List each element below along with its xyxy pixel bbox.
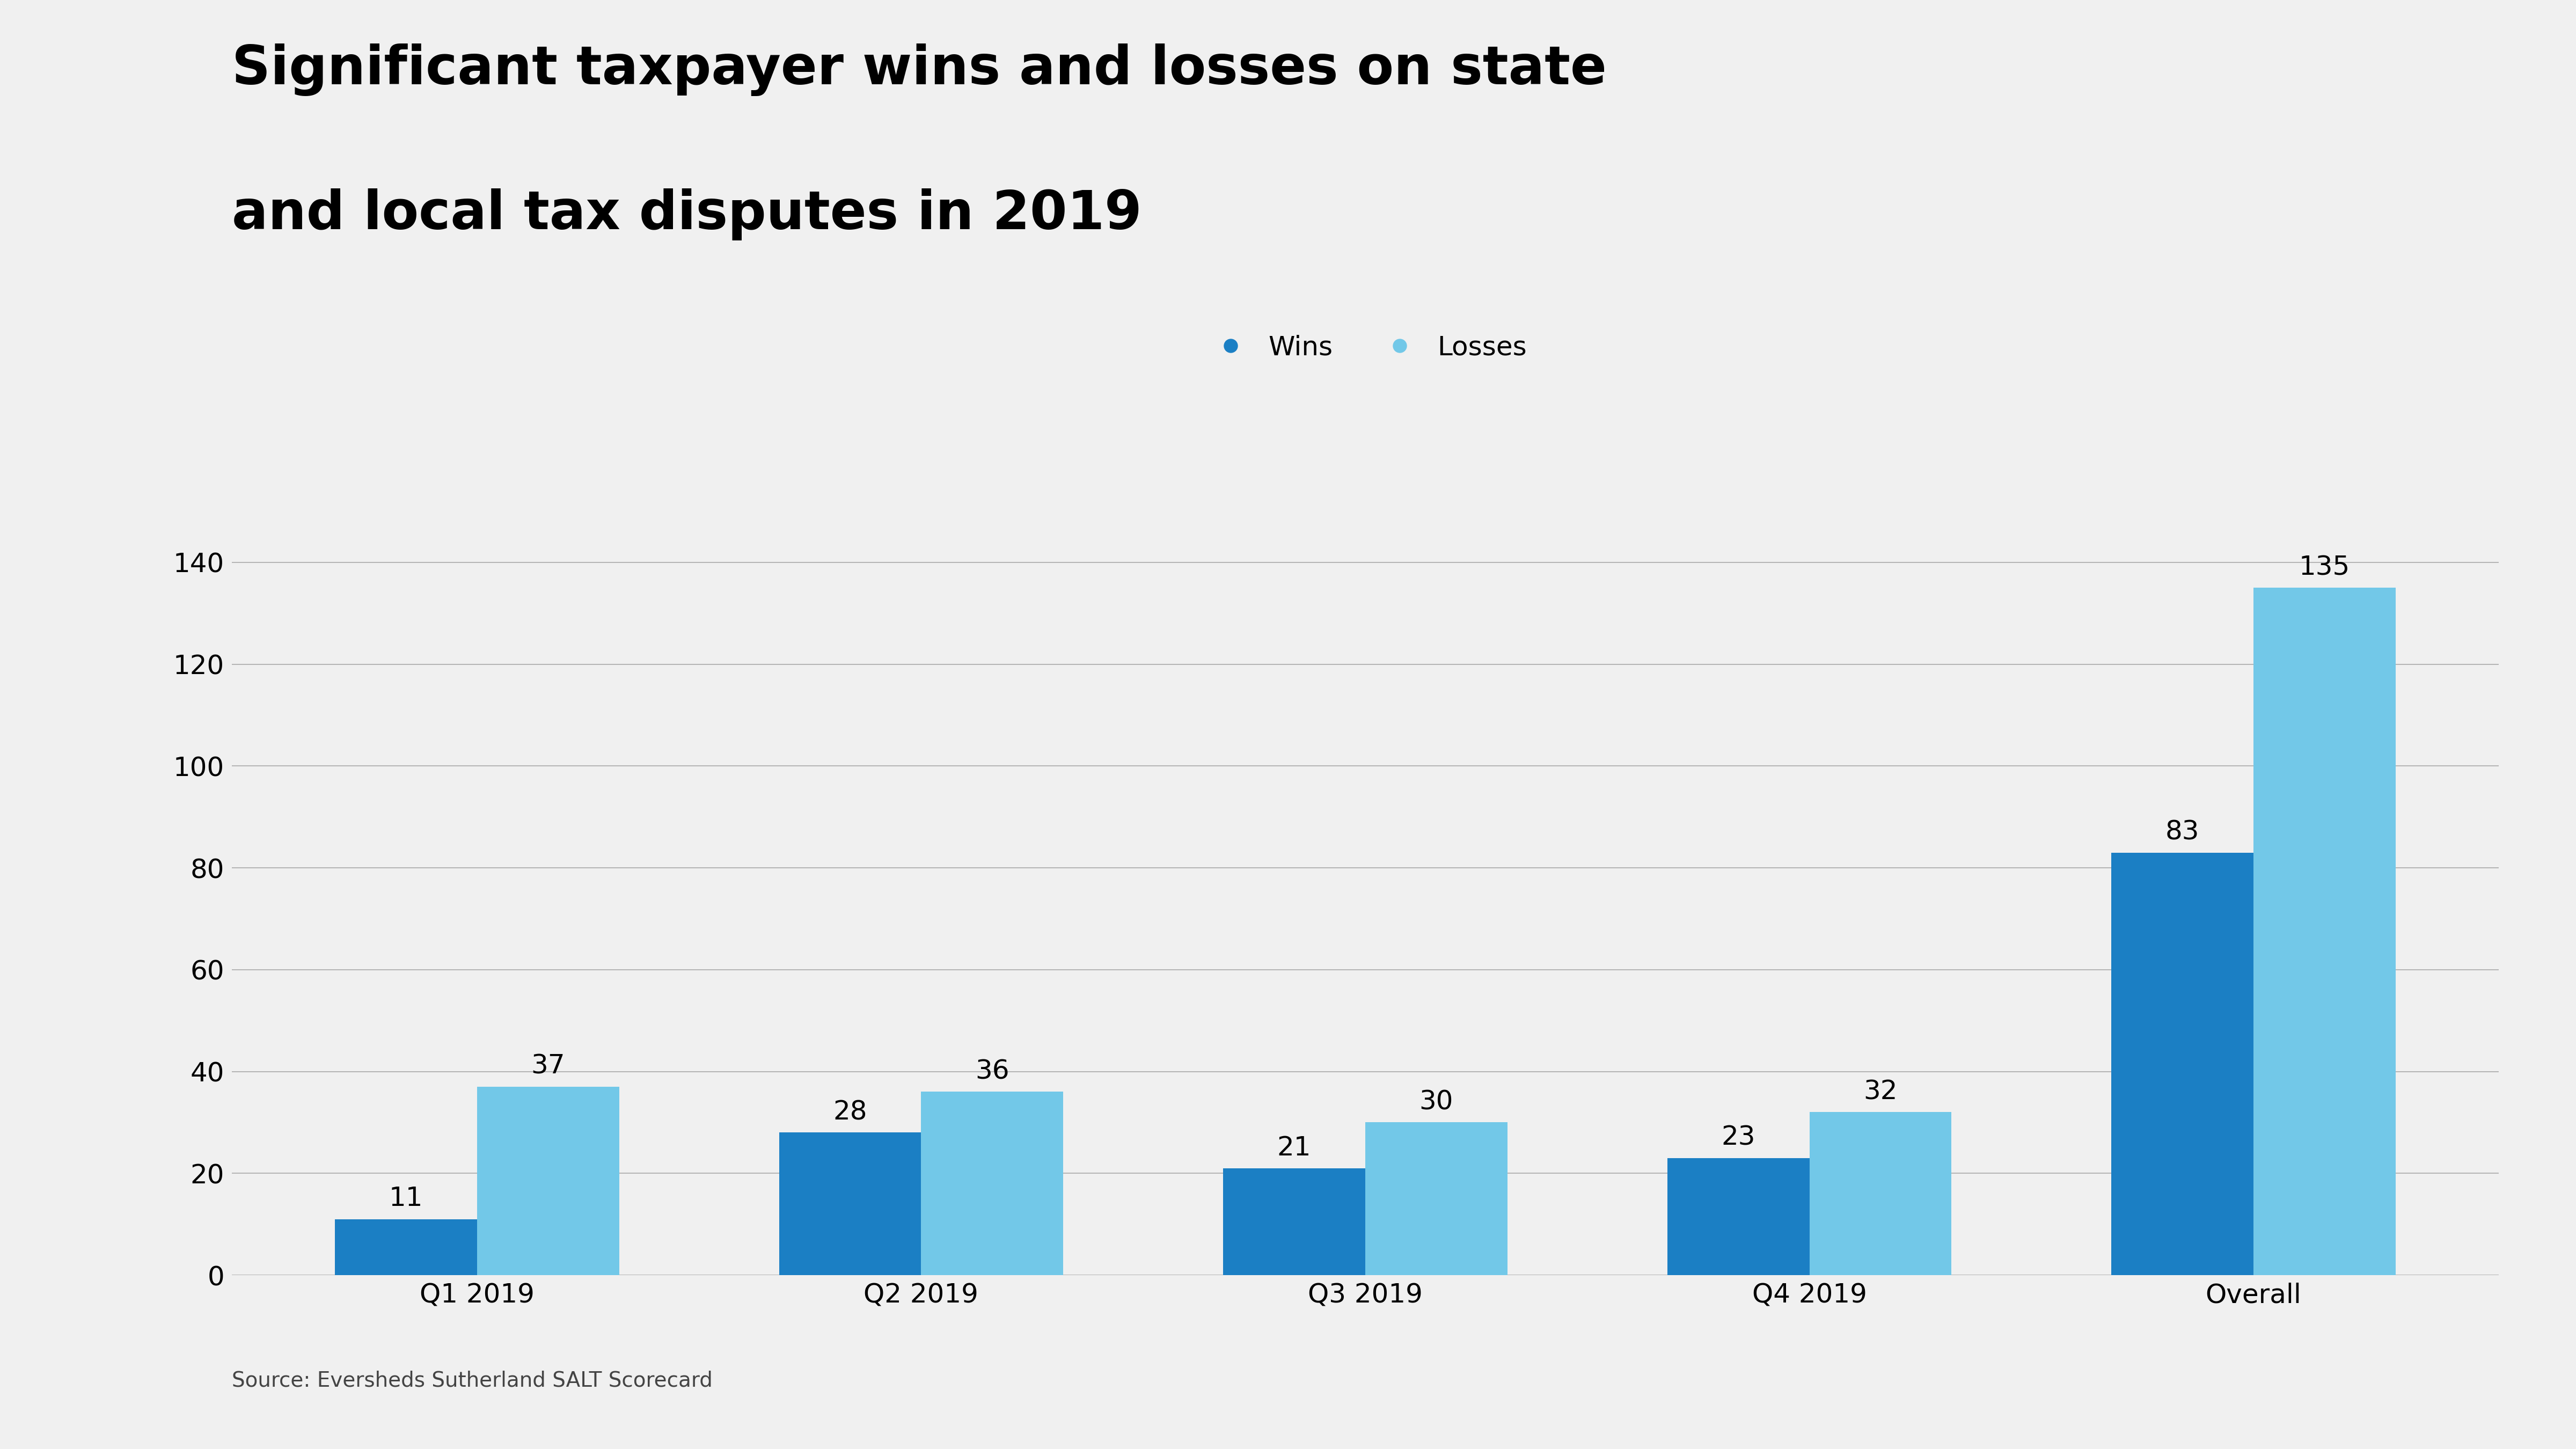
- Bar: [1667, 1158, 1808, 1275]
- Text: and local tax disputes in 2019: and local tax disputes in 2019: [232, 188, 1141, 241]
- Bar: [1365, 1123, 1507, 1275]
- Text: 21: 21: [1278, 1135, 1311, 1161]
- Bar: [477, 1087, 618, 1275]
- Text: 32: 32: [1862, 1080, 1899, 1104]
- Text: 83: 83: [2166, 819, 2200, 845]
- Text: 36: 36: [976, 1058, 1010, 1084]
- Text: 23: 23: [1721, 1124, 1754, 1151]
- Legend: Wins, Losses: Wins, Losses: [1193, 325, 1538, 371]
- Bar: [2112, 852, 2254, 1275]
- Text: 135: 135: [2298, 555, 2349, 580]
- Text: Source: Eversheds Sutherland SALT Scorecard: Source: Eversheds Sutherland SALT Scorec…: [232, 1371, 714, 1391]
- Text: 30: 30: [1419, 1090, 1453, 1114]
- Bar: [778, 1133, 922, 1275]
- Text: 11: 11: [389, 1185, 422, 1211]
- Text: 37: 37: [531, 1053, 564, 1080]
- Text: 28: 28: [832, 1100, 868, 1124]
- Bar: [1224, 1168, 1365, 1275]
- Bar: [1808, 1113, 1953, 1275]
- Bar: [2254, 588, 2396, 1275]
- Bar: [922, 1093, 1064, 1275]
- Bar: [335, 1219, 477, 1275]
- Text: Significant taxpayer wins and losses on state: Significant taxpayer wins and losses on …: [232, 43, 1607, 96]
